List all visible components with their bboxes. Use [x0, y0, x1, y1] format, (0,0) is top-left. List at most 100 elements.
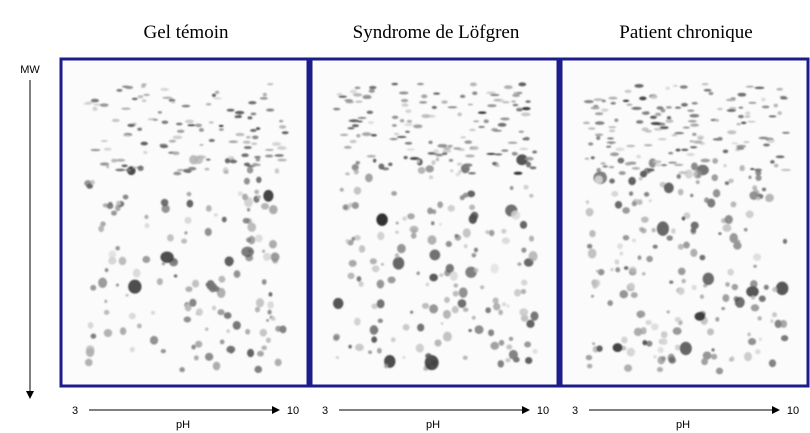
spot	[402, 355, 406, 359]
spot	[521, 107, 531, 111]
spot	[191, 344, 196, 350]
spot	[712, 158, 719, 164]
spot	[376, 347, 382, 354]
spot	[131, 97, 138, 101]
spot	[235, 132, 245, 137]
spot	[717, 107, 723, 111]
spot	[532, 150, 538, 154]
spot	[711, 348, 715, 352]
spot	[601, 108, 609, 112]
spot	[247, 348, 255, 358]
spot	[464, 140, 473, 144]
panels	[59, 57, 810, 388]
spot	[160, 251, 174, 263]
spot	[731, 142, 739, 145]
spot	[161, 204, 170, 214]
spot	[245, 328, 251, 335]
spot	[524, 136, 530, 141]
spot	[679, 341, 692, 356]
spot	[348, 259, 357, 267]
spot	[399, 119, 405, 123]
spot	[779, 319, 788, 328]
spot	[391, 82, 399, 86]
spot	[424, 355, 439, 371]
spot	[773, 163, 779, 168]
spot	[262, 252, 272, 261]
spot	[695, 180, 700, 185]
panel-title: Gel témoin	[144, 22, 229, 43]
spot	[726, 98, 736, 102]
spot	[775, 281, 789, 296]
spot	[160, 87, 170, 92]
spot	[161, 120, 169, 124]
spot	[707, 198, 716, 208]
spots	[332, 82, 539, 371]
spot	[642, 339, 648, 346]
spot	[506, 344, 513, 350]
spot	[269, 204, 278, 215]
spot	[98, 225, 105, 233]
spot	[255, 158, 261, 162]
spot	[465, 154, 475, 158]
spot	[593, 98, 604, 101]
spot	[127, 123, 135, 128]
spot	[234, 110, 245, 115]
spot	[121, 164, 128, 168]
spot	[492, 161, 497, 166]
spot	[438, 222, 442, 227]
spot	[338, 95, 347, 98]
spot	[594, 175, 603, 184]
spot	[391, 190, 398, 196]
spot	[600, 162, 606, 165]
spot	[351, 202, 359, 210]
spot	[724, 215, 733, 225]
spot	[242, 140, 251, 144]
spot	[519, 308, 529, 317]
spot	[648, 199, 652, 203]
spot	[376, 299, 385, 309]
spot	[772, 287, 778, 292]
spot	[660, 331, 668, 339]
spot	[429, 304, 439, 314]
spot	[156, 278, 163, 286]
spot	[445, 240, 452, 248]
spot	[498, 309, 503, 316]
spot	[440, 322, 444, 325]
spot	[468, 328, 472, 333]
spot	[377, 231, 385, 241]
spot	[144, 214, 149, 220]
spot	[697, 137, 704, 140]
spot	[182, 168, 190, 173]
spot	[427, 235, 437, 245]
spot	[403, 155, 408, 160]
spot	[212, 361, 221, 371]
spot	[356, 276, 362, 282]
spot	[355, 160, 360, 165]
spot	[610, 267, 614, 272]
spot	[660, 108, 666, 113]
spot	[454, 234, 459, 238]
spot	[739, 165, 745, 172]
spot	[469, 82, 477, 87]
spot	[617, 243, 623, 250]
spot	[738, 106, 744, 109]
spot	[530, 311, 539, 321]
spot	[247, 116, 253, 120]
spot	[400, 98, 409, 103]
spot	[468, 214, 478, 224]
spot	[743, 227, 748, 232]
spot	[780, 168, 791, 172]
spot	[511, 152, 519, 156]
spot	[457, 112, 462, 117]
spot	[229, 349, 234, 354]
spot	[349, 89, 358, 94]
spot	[401, 103, 409, 107]
spot	[758, 295, 766, 302]
spot	[431, 105, 437, 109]
spot	[681, 216, 686, 221]
spot	[99, 162, 110, 166]
spot	[508, 349, 518, 360]
spot	[636, 120, 644, 124]
spot	[649, 115, 657, 119]
spot	[701, 357, 709, 366]
